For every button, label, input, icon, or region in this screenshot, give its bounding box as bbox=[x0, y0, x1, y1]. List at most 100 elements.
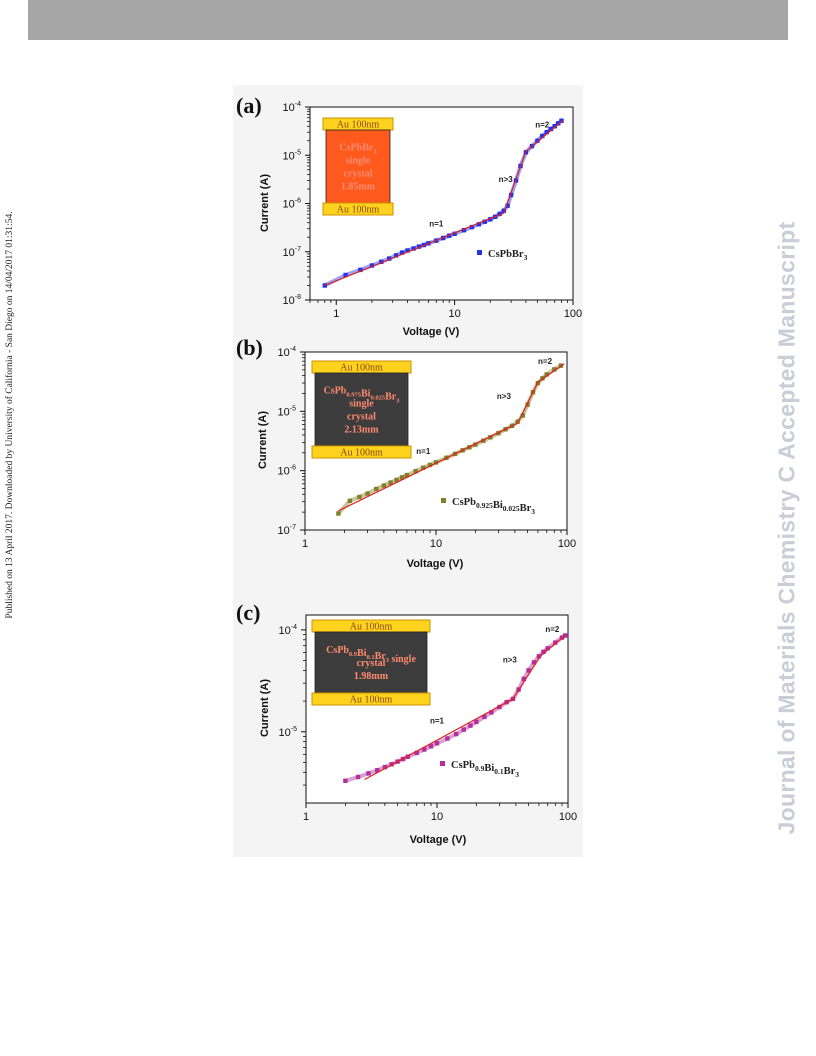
data-point bbox=[488, 435, 493, 440]
top-electrode-label: Au 100nm bbox=[350, 622, 393, 633]
tick-exponent: -4 bbox=[290, 346, 296, 353]
x-tick-label: 100 bbox=[564, 308, 582, 320]
bottom-electrode-label: Au 100nm bbox=[337, 205, 380, 216]
legend-label: CsPb0.9Bi0.1Br3 bbox=[451, 760, 519, 779]
data-point bbox=[476, 222, 481, 227]
data-point bbox=[428, 744, 434, 749]
bottom-electrode-label: Au 100nm bbox=[340, 448, 383, 459]
text-segment: Br bbox=[504, 766, 516, 777]
bottom-electrode bbox=[311, 692, 431, 706]
tick-base: 10 bbox=[279, 727, 291, 739]
text-segment: crystal bbox=[347, 412, 376, 423]
y-tick-label: 10-7 bbox=[283, 246, 302, 259]
data-point bbox=[505, 203, 510, 208]
data-point bbox=[382, 764, 388, 770]
text-segment: single bbox=[389, 654, 417, 665]
data-point bbox=[481, 438, 486, 443]
x-tick-label: 10 bbox=[431, 811, 443, 823]
y-tick-label: 10-5 bbox=[279, 726, 298, 739]
fit-line bbox=[338, 422, 518, 512]
data-point bbox=[556, 121, 561, 126]
tick-base: 10 bbox=[278, 525, 290, 537]
fit-line bbox=[324, 212, 504, 287]
subscript: 3 bbox=[396, 398, 400, 405]
x-tick-label: 10 bbox=[430, 538, 442, 550]
fit-line bbox=[517, 381, 539, 424]
x-tick-label: 1 bbox=[333, 308, 339, 320]
data-point bbox=[355, 774, 361, 780]
top-electrode-label: Au 100nm bbox=[340, 363, 383, 374]
data-point bbox=[474, 719, 479, 725]
data-point bbox=[501, 208, 506, 213]
panel-label-c: (c) bbox=[236, 600, 260, 625]
legend-marker bbox=[477, 250, 482, 255]
y-tick-label: 10-8 bbox=[283, 294, 302, 307]
data-point bbox=[461, 228, 467, 233]
text-segment: single bbox=[346, 156, 371, 167]
data-point bbox=[343, 778, 348, 783]
data-point bbox=[535, 138, 540, 143]
tick-exponent: -6 bbox=[290, 465, 296, 472]
data-point bbox=[434, 741, 440, 746]
data-point bbox=[521, 676, 526, 682]
subscript: 0.1 bbox=[366, 654, 374, 661]
x-axis-title: Voltage (V) bbox=[407, 558, 464, 570]
y-axis-title: Current (A) bbox=[257, 411, 269, 469]
data-point bbox=[405, 248, 410, 253]
data-point bbox=[497, 704, 502, 710]
data-point bbox=[379, 259, 384, 264]
data-point bbox=[548, 126, 554, 132]
crystal-body bbox=[325, 129, 391, 204]
data-point bbox=[388, 480, 393, 485]
subscript: 3 bbox=[515, 770, 519, 779]
data-point bbox=[520, 413, 525, 418]
fit-line bbox=[537, 363, 565, 383]
crystal-label-line: single bbox=[346, 156, 371, 167]
data-point bbox=[399, 475, 405, 480]
crystal-label-line: 1.98mm bbox=[354, 671, 389, 682]
bottom-electrode bbox=[322, 202, 394, 216]
data-point bbox=[497, 211, 502, 217]
text-segment: 2.13mm bbox=[344, 425, 379, 436]
y-axis-title: Current (A) bbox=[259, 174, 271, 232]
subscript: 0.925 bbox=[476, 501, 493, 510]
fit-line bbox=[525, 119, 564, 152]
crystal-label-line: CsPbBr3 bbox=[339, 143, 377, 156]
data-point bbox=[375, 768, 380, 773]
crystal-label-line: crystal bbox=[344, 169, 373, 180]
crystal-label-line: CsPb0.9Bi0.1Br3 single bbox=[326, 645, 416, 665]
data-point bbox=[387, 256, 392, 261]
slope-annotation: n=1 bbox=[429, 220, 444, 229]
data-point bbox=[562, 633, 568, 638]
crystal-body bbox=[314, 372, 409, 447]
subscript: 3 bbox=[386, 657, 390, 664]
y-tick-label: 10-5 bbox=[278, 405, 297, 418]
tick-base: 10 bbox=[283, 150, 295, 162]
data-point bbox=[452, 231, 457, 236]
data-point bbox=[394, 477, 399, 483]
slope-annotation: n>3 bbox=[497, 392, 512, 401]
tick-exponent: -8 bbox=[295, 294, 301, 301]
data-point bbox=[552, 367, 557, 372]
tick-base: 10 bbox=[283, 102, 295, 114]
tick-exponent: -7 bbox=[290, 524, 296, 531]
slope-annotation: n=2 bbox=[538, 357, 553, 366]
text-segment: Br bbox=[520, 503, 532, 514]
data-point bbox=[336, 511, 341, 516]
crystal-label-line: 1.85mm bbox=[341, 182, 376, 193]
top-electrode-label: Au 100nm bbox=[337, 120, 380, 131]
text-segment: crystal bbox=[357, 658, 386, 669]
crystal-label-line: CsPb0.975Bi0.025Br3 bbox=[324, 386, 401, 405]
data-point bbox=[404, 473, 410, 478]
download-notice-text: Published on 13 April 2017. Downloaded b… bbox=[5, 211, 15, 619]
data-point bbox=[461, 727, 466, 732]
data-point bbox=[468, 723, 473, 728]
data-point bbox=[393, 253, 399, 258]
x-tick-label: 1 bbox=[302, 538, 308, 550]
text-segment: Bi bbox=[357, 648, 367, 659]
x-tick-label: 1 bbox=[303, 811, 309, 823]
text-segment: CsPbBr bbox=[488, 249, 524, 260]
data-point bbox=[489, 710, 494, 715]
tick-base: 10 bbox=[283, 295, 295, 307]
subscript: 0.9 bbox=[475, 764, 485, 773]
